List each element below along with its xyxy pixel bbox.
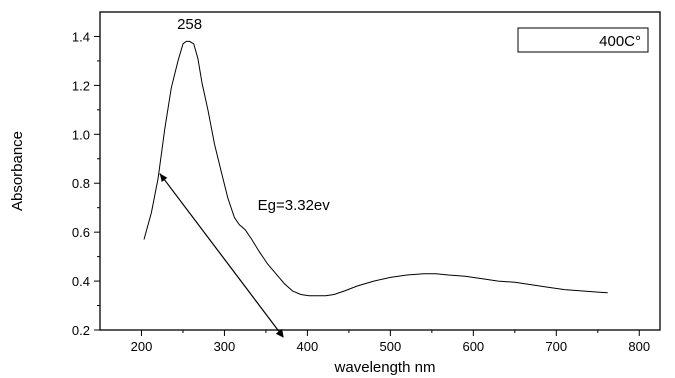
y-tick-label: 1.0 xyxy=(72,127,90,142)
x-axis-title: wavelength nm xyxy=(334,359,436,376)
x-tick-label: 700 xyxy=(545,339,567,354)
absorbance-series-line xyxy=(143,40,608,297)
x-tick-label: 800 xyxy=(628,339,650,354)
y-tick-label: 1.2 xyxy=(72,78,90,93)
x-tick-label: 400 xyxy=(297,339,319,354)
y-tick-label: 0.2 xyxy=(72,323,90,338)
x-axis-ticks: 200 300 400 500 600 700 800 xyxy=(131,330,650,354)
x-tick-label: 200 xyxy=(131,339,153,354)
peak-label: 258 xyxy=(177,16,202,33)
y-tick-label: 1.4 xyxy=(72,29,90,44)
x-tick-label: 300 xyxy=(214,339,236,354)
y-axis-ticks: 0.2 0.4 0.6 0.8 1.0 1.2 1.4 xyxy=(72,29,100,338)
y-tick-label: 0.6 xyxy=(72,225,90,240)
y-tick-label: 0.4 xyxy=(72,274,90,289)
y-tick-label: 0.8 xyxy=(72,176,90,191)
tangent-start-arrowhead xyxy=(159,173,168,182)
band-gap-label: Eg=3.32ev xyxy=(258,197,331,214)
x-tick-label: 600 xyxy=(462,339,484,354)
tangent-arrow-line xyxy=(159,173,284,338)
plot-frame xyxy=(99,11,661,331)
x-tick-label: 500 xyxy=(380,339,402,354)
legend: 400C° xyxy=(517,27,649,53)
y-axis-title: Absorbance xyxy=(9,131,26,211)
legend-entry-400c: 400C° xyxy=(599,33,641,50)
legend-box xyxy=(517,27,649,53)
